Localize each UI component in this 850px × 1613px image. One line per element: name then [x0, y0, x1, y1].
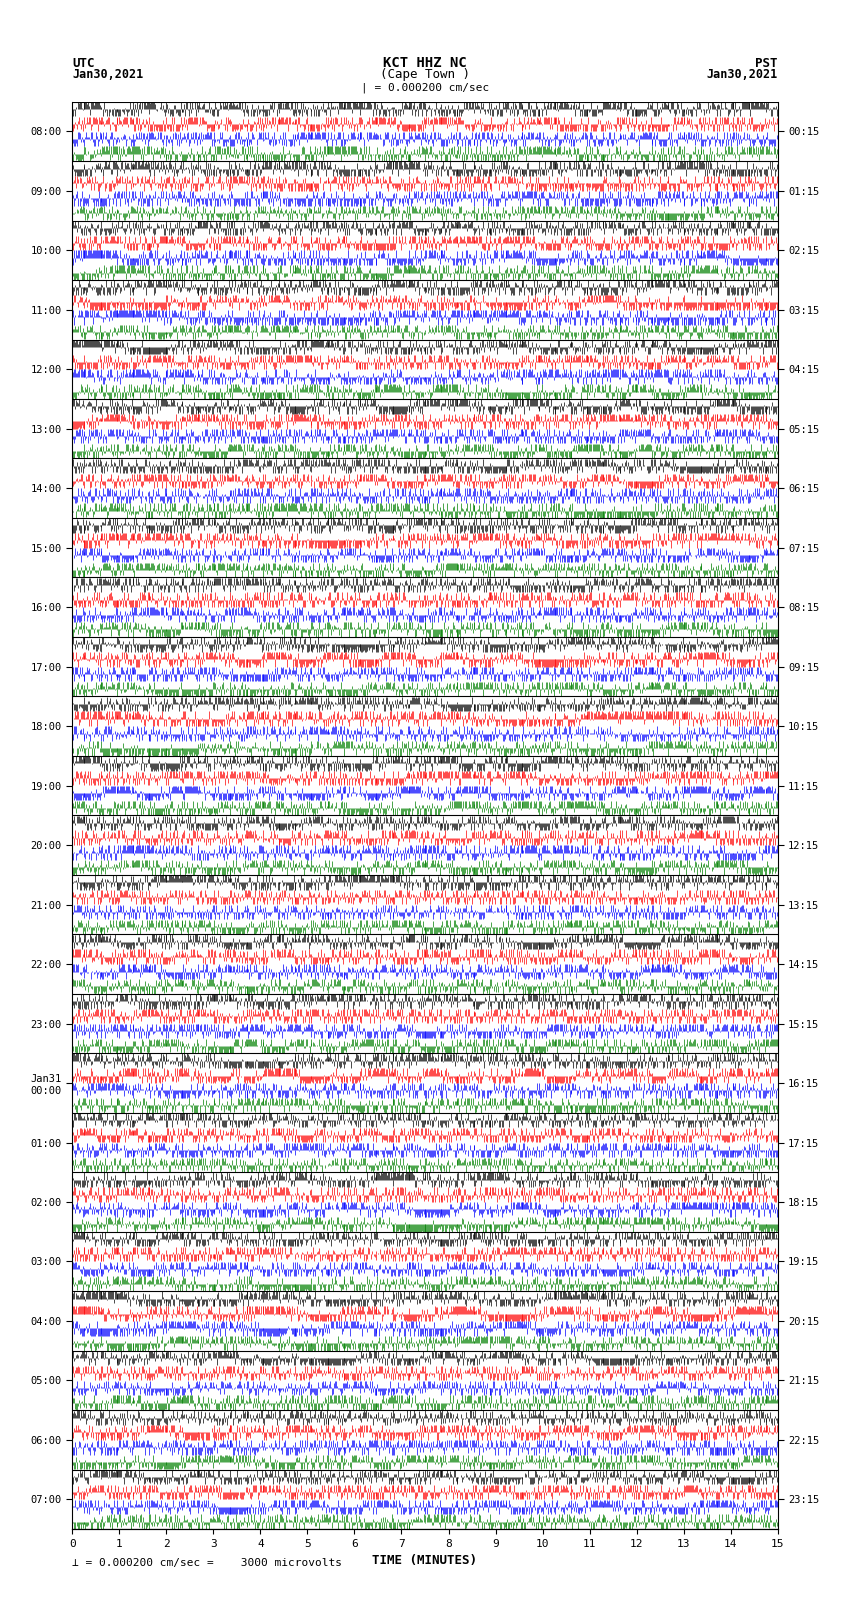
- Text: Jan30,2021: Jan30,2021: [706, 68, 778, 82]
- X-axis label: TIME (MINUTES): TIME (MINUTES): [372, 1555, 478, 1568]
- Text: (Cape Town ): (Cape Town ): [380, 68, 470, 82]
- Text: KCT HHZ NC: KCT HHZ NC: [383, 56, 467, 71]
- Text: UTC: UTC: [72, 56, 94, 71]
- Text: Jan30,2021: Jan30,2021: [72, 68, 144, 82]
- Text: PST: PST: [756, 56, 778, 71]
- Text: | = 0.000200 cm/sec: | = 0.000200 cm/sec: [361, 82, 489, 92]
- Text: ⊥ = 0.000200 cm/sec =    3000 microvolts: ⊥ = 0.000200 cm/sec = 3000 microvolts: [72, 1558, 343, 1568]
